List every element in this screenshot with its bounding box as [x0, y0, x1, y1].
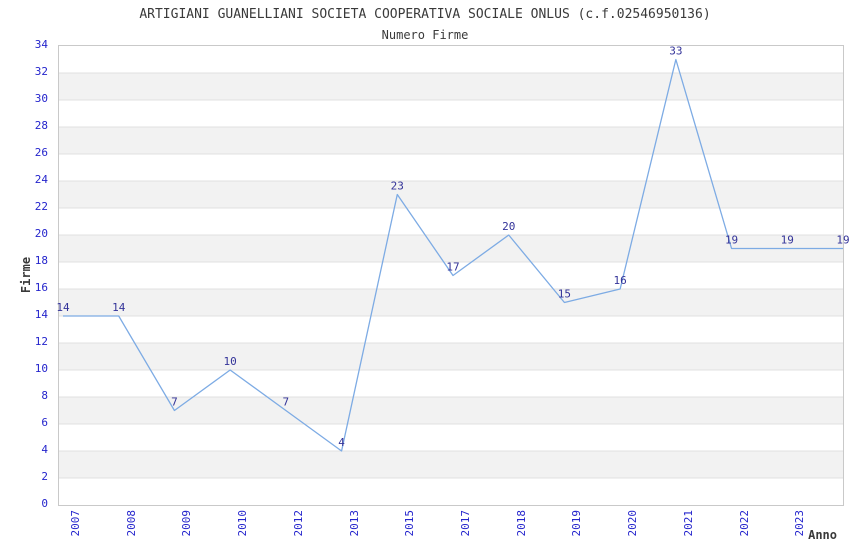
- data-point-label: 17: [446, 261, 459, 274]
- y-tick-label: 22: [34, 200, 48, 213]
- y-axis-label: Firme: [19, 256, 33, 294]
- x-tick-label: 2019: [570, 510, 584, 537]
- x-tick-label: 2012: [291, 510, 305, 537]
- y-tick-label: 16: [34, 281, 48, 294]
- band-stripe: [59, 343, 843, 370]
- band-stripe: [59, 181, 843, 208]
- data-point-label: 14: [112, 301, 126, 314]
- chart-title: ARTIGIANI GUANELLIANI SOCIETA COOPERATIV…: [139, 7, 711, 22]
- x-tick-label: 2009: [180, 510, 194, 537]
- y-tick-label: 26: [34, 146, 48, 159]
- x-tick-label: 2021: [681, 510, 695, 537]
- y-tick-label: 34: [34, 38, 48, 51]
- plot-area: 14 14 7 10 7 4 23 17 20 15 16 33 19 19 19: [56, 45, 850, 506]
- x-tick-label: 2013: [347, 510, 361, 537]
- band-stripe: [59, 397, 843, 424]
- y-tick-label: 0: [41, 497, 48, 510]
- x-tick-label: 2023: [793, 510, 807, 537]
- y-tick-label: 20: [34, 227, 48, 240]
- x-tick-label: 2018: [514, 510, 528, 537]
- band-stripe: [59, 127, 843, 154]
- y-tick-label: 8: [41, 389, 48, 402]
- x-tick-label: 2017: [459, 510, 472, 537]
- y-tick-label: 32: [34, 65, 48, 78]
- data-point-label: 23: [391, 180, 404, 193]
- x-axis-label: Anno: [808, 528, 837, 542]
- x-tick-label: 2007: [69, 510, 82, 537]
- band-stripe: [59, 73, 843, 100]
- data-point-label: 4: [338, 436, 345, 449]
- data-point-label: 15: [558, 288, 571, 301]
- y-tick-label: 2: [41, 470, 48, 483]
- data-point-label: 7: [283, 396, 290, 409]
- y-tick-label: 14: [34, 308, 48, 321]
- band-stripe: [59, 289, 843, 316]
- chart-subtitle: Numero Firme: [381, 28, 469, 42]
- y-tick-label: 18: [34, 254, 48, 267]
- y-tick-label: 6: [41, 416, 48, 429]
- x-tick-label: 2015: [403, 510, 417, 537]
- y-tick-label: 4: [41, 443, 48, 456]
- y-tick-label: 28: [34, 119, 48, 132]
- data-point-label: 20: [502, 220, 515, 233]
- y-tick-label: 24: [34, 173, 48, 186]
- y-tick-label: 30: [34, 92, 48, 105]
- band-stripe: [59, 235, 843, 262]
- data-point-label: 19: [725, 234, 738, 247]
- x-tick-label: 2008: [124, 510, 138, 537]
- x-tick-label: 2010: [236, 510, 250, 537]
- y-tick-label: 12: [34, 335, 48, 348]
- data-point-label: 19: [781, 234, 794, 247]
- data-point-label: 7: [171, 396, 178, 409]
- x-tick-label: 2020: [626, 510, 640, 537]
- band-stripe: [59, 451, 843, 478]
- y-tick-label: 10: [34, 362, 48, 375]
- data-point-label: 33: [669, 45, 682, 58]
- data-line: [63, 58, 843, 452]
- data-point-label: 19: [836, 234, 849, 247]
- data-point-label: 14: [56, 301, 70, 314]
- data-point-label: 10: [224, 355, 237, 368]
- line-chart-svg: 14 14 7 10 7 4 23 17 20 15 16 33 19 19 19: [56, 45, 850, 479]
- x-tick-label: 2022: [737, 510, 751, 537]
- data-point-label: 16: [614, 274, 627, 287]
